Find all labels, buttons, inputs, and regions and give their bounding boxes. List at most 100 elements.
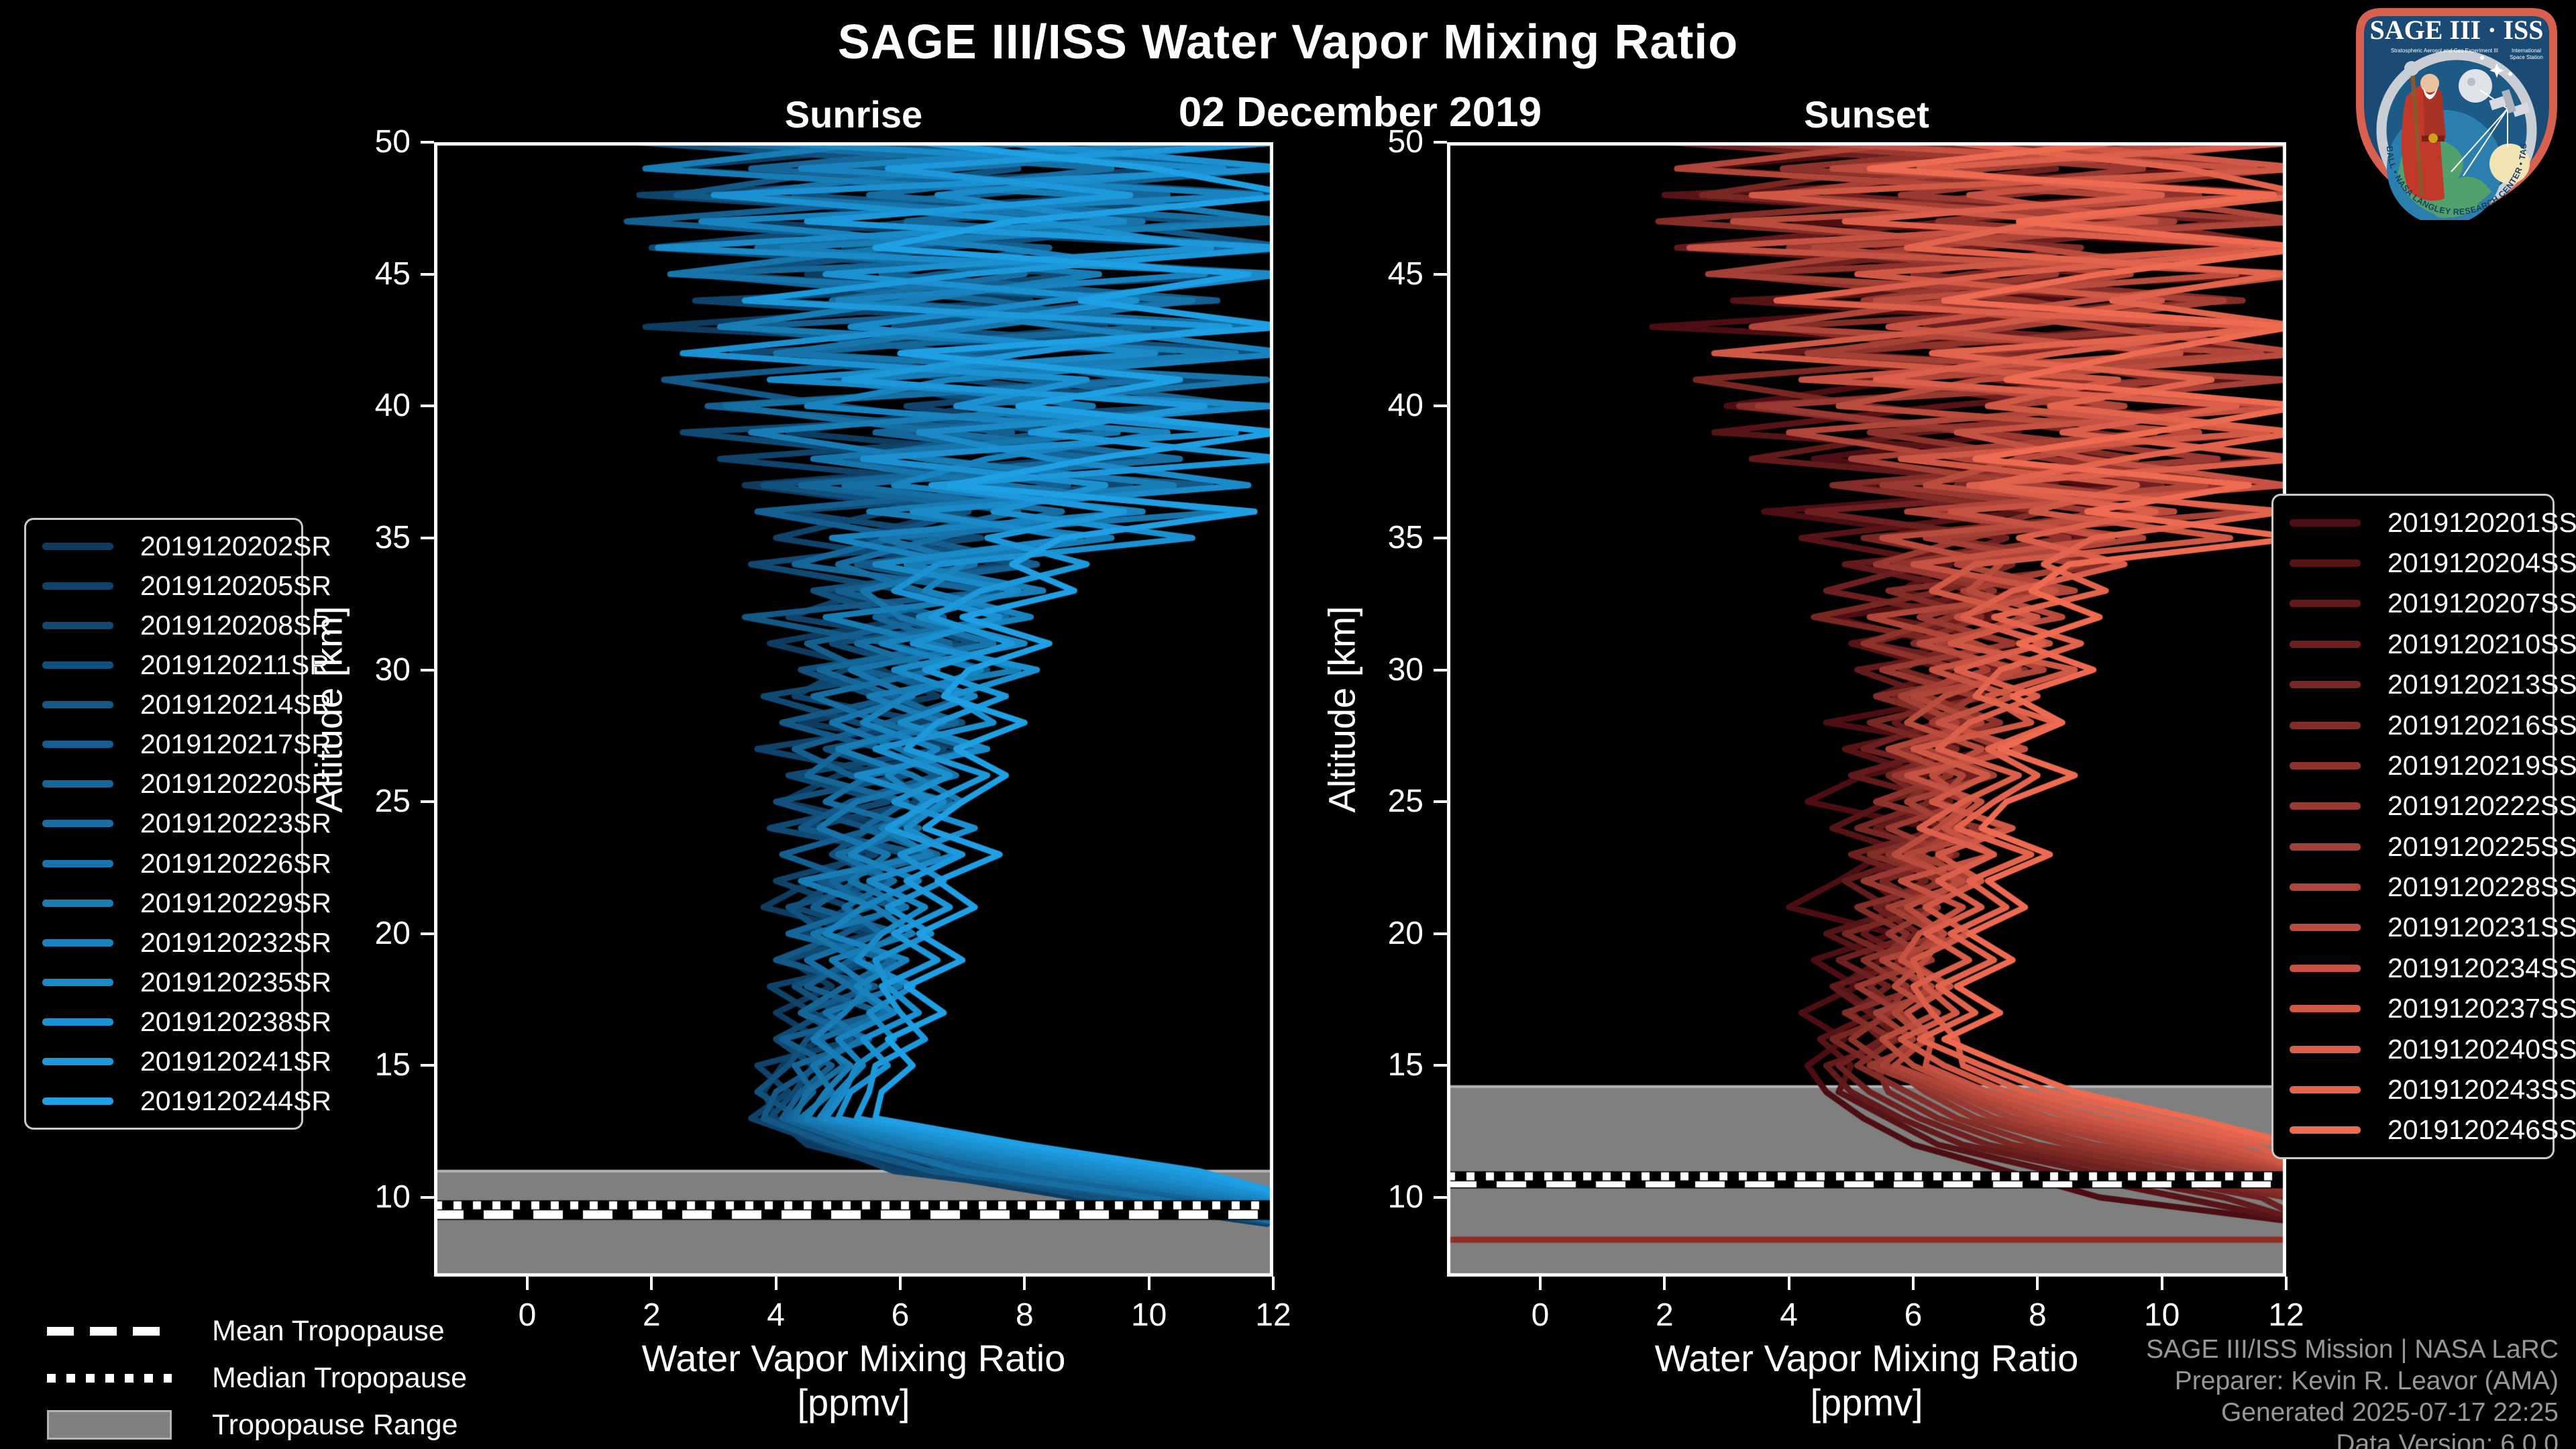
- y-tick: [421, 1196, 434, 1199]
- y-tick-label: 25: [374, 784, 411, 820]
- y-tick: [1434, 1196, 1447, 1199]
- series-label: 2019120238SR: [140, 1006, 331, 1037]
- y-tick: [421, 1064, 434, 1067]
- patch-title: SAGE III · ISS: [2369, 15, 2543, 45]
- patch-sun: [2489, 144, 2530, 184]
- series-label: 2019120246SS: [2387, 1114, 2576, 1146]
- y-tick: [1434, 272, 1447, 276]
- x-tick: [2036, 1277, 2039, 1290]
- x-tick-label: 2: [1655, 1297, 1674, 1333]
- legend-item: 2019120204SS: [2284, 547, 2576, 579]
- legend-item: 2019120238SR: [37, 1006, 331, 1038]
- credit-generated: Generated 2025-07-17 22:25: [2220, 1398, 2559, 1427]
- series-label: 2019120228SS: [2387, 871, 2576, 903]
- legend-item: 2019120220SR: [37, 768, 331, 800]
- legend-item: 2019120229SR: [37, 888, 331, 919]
- x-tick: [2160, 1277, 2163, 1290]
- x-tick-label: 10: [1130, 1297, 1167, 1333]
- series-color-swatch: [42, 1057, 113, 1065]
- series-color-swatch: [2290, 1005, 2361, 1013]
- series-label: 2019120234SS: [2387, 952, 2576, 983]
- tropopause-range-label: Tropopause Range: [212, 1408, 458, 1441]
- x-tick-label: 8: [1015, 1297, 1034, 1333]
- y-tick-label: 35: [374, 519, 411, 555]
- series-label: 2019120244SR: [140, 1085, 331, 1116]
- series-label: 2019120226SR: [140, 847, 331, 879]
- x-tick-label: 4: [767, 1297, 785, 1333]
- series-color-swatch: [2290, 761, 2361, 769]
- patch-iss: [2489, 89, 2530, 117]
- series-label: 2019120216SS: [2387, 709, 2576, 741]
- tropopause-legend: Mean Tropopause Median Tropopause Tropop…: [47, 1313, 467, 1442]
- panel-title-sunset: Sunset: [1804, 93, 1929, 136]
- series-color-swatch: [42, 1018, 113, 1026]
- patch-moon-crater: [2467, 78, 2475, 86]
- y-tick-label: 40: [1387, 388, 1424, 424]
- series-label: 2019120235SR: [140, 966, 331, 998]
- series-color-swatch: [42, 1097, 113, 1105]
- x-tick-label: 12: [2268, 1297, 2304, 1333]
- median-tropopause-label: Median Tropopause: [212, 1361, 468, 1394]
- y-tick: [1434, 536, 1447, 539]
- x-axis-label-line2: [ppmv]: [1810, 1381, 1923, 1424]
- series-color-swatch: [42, 622, 113, 630]
- x-tick: [774, 1277, 777, 1290]
- series-label: 2019120220SR: [140, 768, 331, 800]
- x-tick: [1023, 1277, 1026, 1290]
- x-tick: [1912, 1277, 1915, 1290]
- x-tick-label: 6: [891, 1297, 910, 1333]
- y-tick-label: 45: [374, 256, 411, 292]
- series-label: 2019120210SS: [2387, 628, 2576, 659]
- y-tick-label: 20: [374, 915, 411, 951]
- panel-title-sunrise: Sunrise: [784, 93, 923, 136]
- series-color-swatch: [2290, 883, 2361, 892]
- y-tick: [421, 141, 434, 144]
- patch-subtitle-right1: International: [2512, 48, 2541, 54]
- legend-item: 2019120219SS: [2284, 750, 2576, 782]
- x-tick: [1663, 1277, 1666, 1290]
- legend-item-tropopause-range: Tropopause Range: [47, 1407, 467, 1442]
- y-tick: [421, 272, 434, 276]
- y-tick: [1434, 405, 1447, 408]
- x-tick: [1272, 1277, 1275, 1290]
- y-tick-label: 35: [1387, 519, 1424, 555]
- legend-item: 2019120235SR: [37, 967, 331, 998]
- x-tick: [2285, 1277, 2288, 1290]
- sunset-plot-canvas: [1447, 142, 2286, 1277]
- series-color-swatch: [42, 899, 113, 907]
- credit-mission: SAGE III/ISS Mission | NASA LaRC: [2146, 1335, 2559, 1364]
- sage-iss-mission-patch: SAGE III · ISS Stratospheric Aerosol and…: [2344, 4, 2557, 220]
- series-color-swatch: [2290, 559, 2361, 568]
- legend-item: 2019120243SS: [2284, 1074, 2576, 1106]
- series-color-swatch: [2290, 924, 2361, 932]
- legend-item: 2019120202SR: [37, 531, 331, 562]
- legend-item: 2019120213SS: [2284, 669, 2576, 700]
- y-tick-label: 40: [374, 388, 411, 424]
- legend-item: 2019120214SR: [37, 689, 331, 720]
- legend-item: 2019120211SR: [37, 649, 329, 681]
- legend-item: 2019120240SS: [2284, 1034, 2576, 1065]
- patch-stars: [2480, 56, 2512, 78]
- legend-item: 2019120228SS: [2284, 871, 2576, 903]
- series-label: 2019120222SS: [2387, 790, 2576, 822]
- y-tick-label: 10: [1387, 1179, 1424, 1216]
- series-color-swatch: [2290, 1126, 2361, 1134]
- legend-item: 2019120241SR: [37, 1046, 331, 1077]
- credit-data-version: Data Version: 6.0.0: [2336, 1430, 2559, 1449]
- y-tick-label: 15: [1387, 1047, 1424, 1083]
- series-label: 2019120205SR: [140, 570, 331, 602]
- series-color-swatch: [2290, 640, 2361, 648]
- series-color-swatch: [2290, 802, 2361, 810]
- series-color-swatch: [42, 701, 113, 709]
- y-tick: [421, 536, 434, 539]
- y-tick-label: 10: [374, 1179, 411, 1216]
- patch-subtitle-right2: Space Station: [2510, 54, 2543, 60]
- legend-item: 2019120217SR: [37, 729, 331, 760]
- series-label: 2019120232SR: [140, 926, 331, 958]
- series-color-swatch: [2290, 600, 2361, 608]
- legend-item: 2019120208SR: [37, 610, 331, 641]
- legend-item: 2019120244SR: [37, 1085, 331, 1117]
- x-tick-label: 12: [1255, 1297, 1291, 1333]
- legend-item: 2019120216SS: [2284, 710, 2576, 741]
- y-tick-label: 30: [1387, 651, 1424, 688]
